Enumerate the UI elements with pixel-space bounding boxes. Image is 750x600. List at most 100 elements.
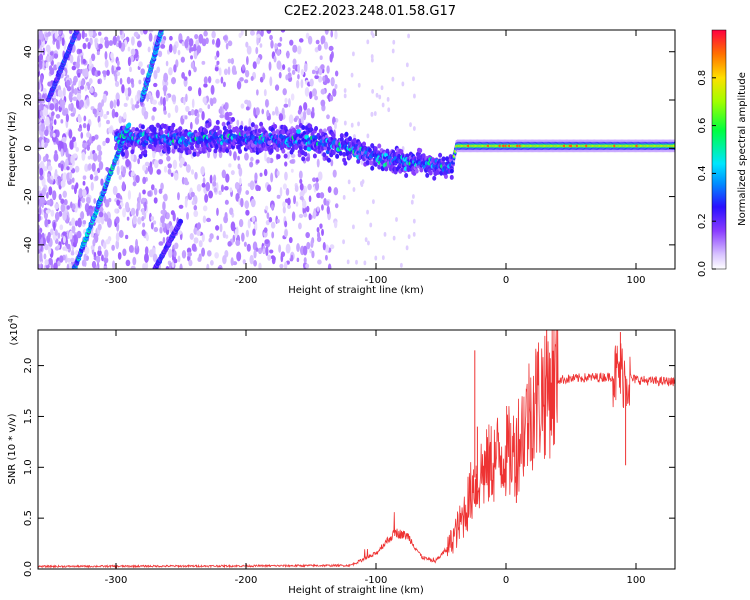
- heatmap-cell: [196, 45, 202, 54]
- heatmap-cell: [193, 237, 199, 244]
- heatmap-cell: [298, 213, 304, 219]
- heatmap-cell: [111, 260, 116, 269]
- heatmap-cell: [99, 205, 104, 213]
- heatmap-cell: [329, 94, 334, 102]
- heatmap-cell: [70, 251, 75, 256]
- heatmap-cell: [410, 199, 414, 205]
- heatmap-cell: [221, 121, 226, 127]
- heatmap-cell: [144, 161, 150, 167]
- heatmap-cell: [292, 44, 298, 53]
- heatmap-cell: [54, 30, 58, 39]
- heatmap-cell: [169, 35, 173, 41]
- heatmap-cell: [116, 66, 121, 71]
- heatmap-cell: [230, 221, 236, 232]
- heatmap-cell: [370, 54, 374, 59]
- heatmap-cell: [96, 51, 100, 56]
- heatmap-cell: [108, 197, 112, 203]
- heatmap-cell: [312, 177, 317, 183]
- heatmap-cell: [59, 141, 64, 152]
- heatmap-cell: [114, 111, 119, 118]
- heatmap-cell: [218, 129, 223, 135]
- heatmap-cell: [269, 249, 274, 254]
- heatmap-cell: [166, 223, 170, 231]
- heatmap-cell: [383, 231, 387, 237]
- heatmap-cell: [239, 125, 244, 131]
- heatmap-cell: [49, 55, 53, 62]
- heatmap-cell: [412, 218, 416, 224]
- heatmap-cell: [98, 150, 103, 157]
- heatmap-cell: [308, 213, 312, 221]
- heatmap-cell: [247, 219, 251, 229]
- heatmap-cell: [75, 98, 80, 109]
- heatmap-cell: [97, 102, 103, 112]
- heatmap-cell: [283, 261, 288, 269]
- heatmap-cell: [68, 104, 72, 111]
- heatmap-cell: [96, 255, 101, 264]
- heatmap-cell: [331, 133, 336, 139]
- heatmap-cell: [206, 263, 210, 269]
- heatmap-cell: [343, 88, 347, 93]
- heatmap-cell: [75, 61, 80, 69]
- heatmap-cell: [203, 76, 208, 84]
- heatmap-cell: [82, 58, 87, 65]
- heatmap-cell: [255, 159, 260, 164]
- heatmap-cell: [71, 225, 76, 234]
- heatmap-cell: [130, 152, 134, 162]
- heatmap-cell: [425, 172, 430, 178]
- heatmap-cell: [238, 219, 244, 228]
- heatmap-cell: [239, 77, 244, 82]
- heatmap-cell: [57, 89, 63, 98]
- heatmap-cell: [38, 185, 41, 191]
- heatmap-cell: [87, 163, 92, 171]
- heatmap-cell: [289, 159, 295, 164]
- heatmap-cell: [350, 72, 354, 78]
- heatmap-cell: [62, 109, 68, 116]
- heatmap-cell: [126, 76, 131, 85]
- heatmap-cell: [224, 101, 228, 112]
- heatmap-cell: [206, 217, 211, 223]
- heatmap-cell: [171, 148, 176, 154]
- heatmap-cell: [41, 103, 44, 111]
- heatmap-cell: [115, 216, 120, 224]
- heatmap-cell: [162, 97, 166, 107]
- heatmap-cell: [284, 229, 288, 238]
- heatmap-cell: [82, 42, 87, 50]
- heatmap-cell: [238, 32, 242, 39]
- heatmap-cell: [276, 49, 281, 56]
- heatmap-cell: [142, 189, 146, 195]
- heatmap-cell: [287, 197, 291, 206]
- heatmap-cell: [228, 163, 232, 168]
- heatmap-cell: [194, 33, 199, 40]
- heatmap-cell: [172, 159, 178, 170]
- heatmap-cell: [381, 102, 385, 108]
- heatmap-cell: [72, 96, 78, 102]
- heatmap-cell: [311, 250, 315, 259]
- heatmap-cell: [48, 186, 53, 196]
- heatmap-cell: [360, 160, 364, 165]
- heatmap-cell: [46, 138, 50, 144]
- heatmap-cell: [62, 87, 66, 97]
- heatmap-cell: [77, 115, 82, 124]
- heatmap-cell: [246, 56, 249, 66]
- heatmap-cell: [321, 228, 324, 237]
- heatmap-cell: [130, 48, 136, 56]
- heatmap-cell: [165, 60, 169, 67]
- heatmap-cell: [297, 109, 302, 115]
- heatmap-cell: [138, 61, 143, 68]
- heatmap-cell: [399, 262, 403, 268]
- heatmap-cell: [45, 116, 50, 127]
- heatmap-cell: [51, 111, 55, 117]
- heatmap-cell: [53, 64, 58, 71]
- heatmap-cell: [146, 93, 150, 102]
- heatmap-cell: [256, 89, 259, 96]
- heatmap-cell: [61, 37, 65, 46]
- heatmap-cell: [292, 64, 296, 70]
- heatmap-cell: [253, 124, 259, 130]
- heatmap-cell: [357, 82, 361, 88]
- heatmap-cell: [245, 190, 250, 195]
- heatmap-cell: [92, 32, 98, 37]
- heatmap-cell: [87, 155, 91, 160]
- heatmap-cell: [53, 221, 56, 231]
- heatmap-cell: [124, 87, 129, 97]
- heatmap-cell: [138, 79, 142, 85]
